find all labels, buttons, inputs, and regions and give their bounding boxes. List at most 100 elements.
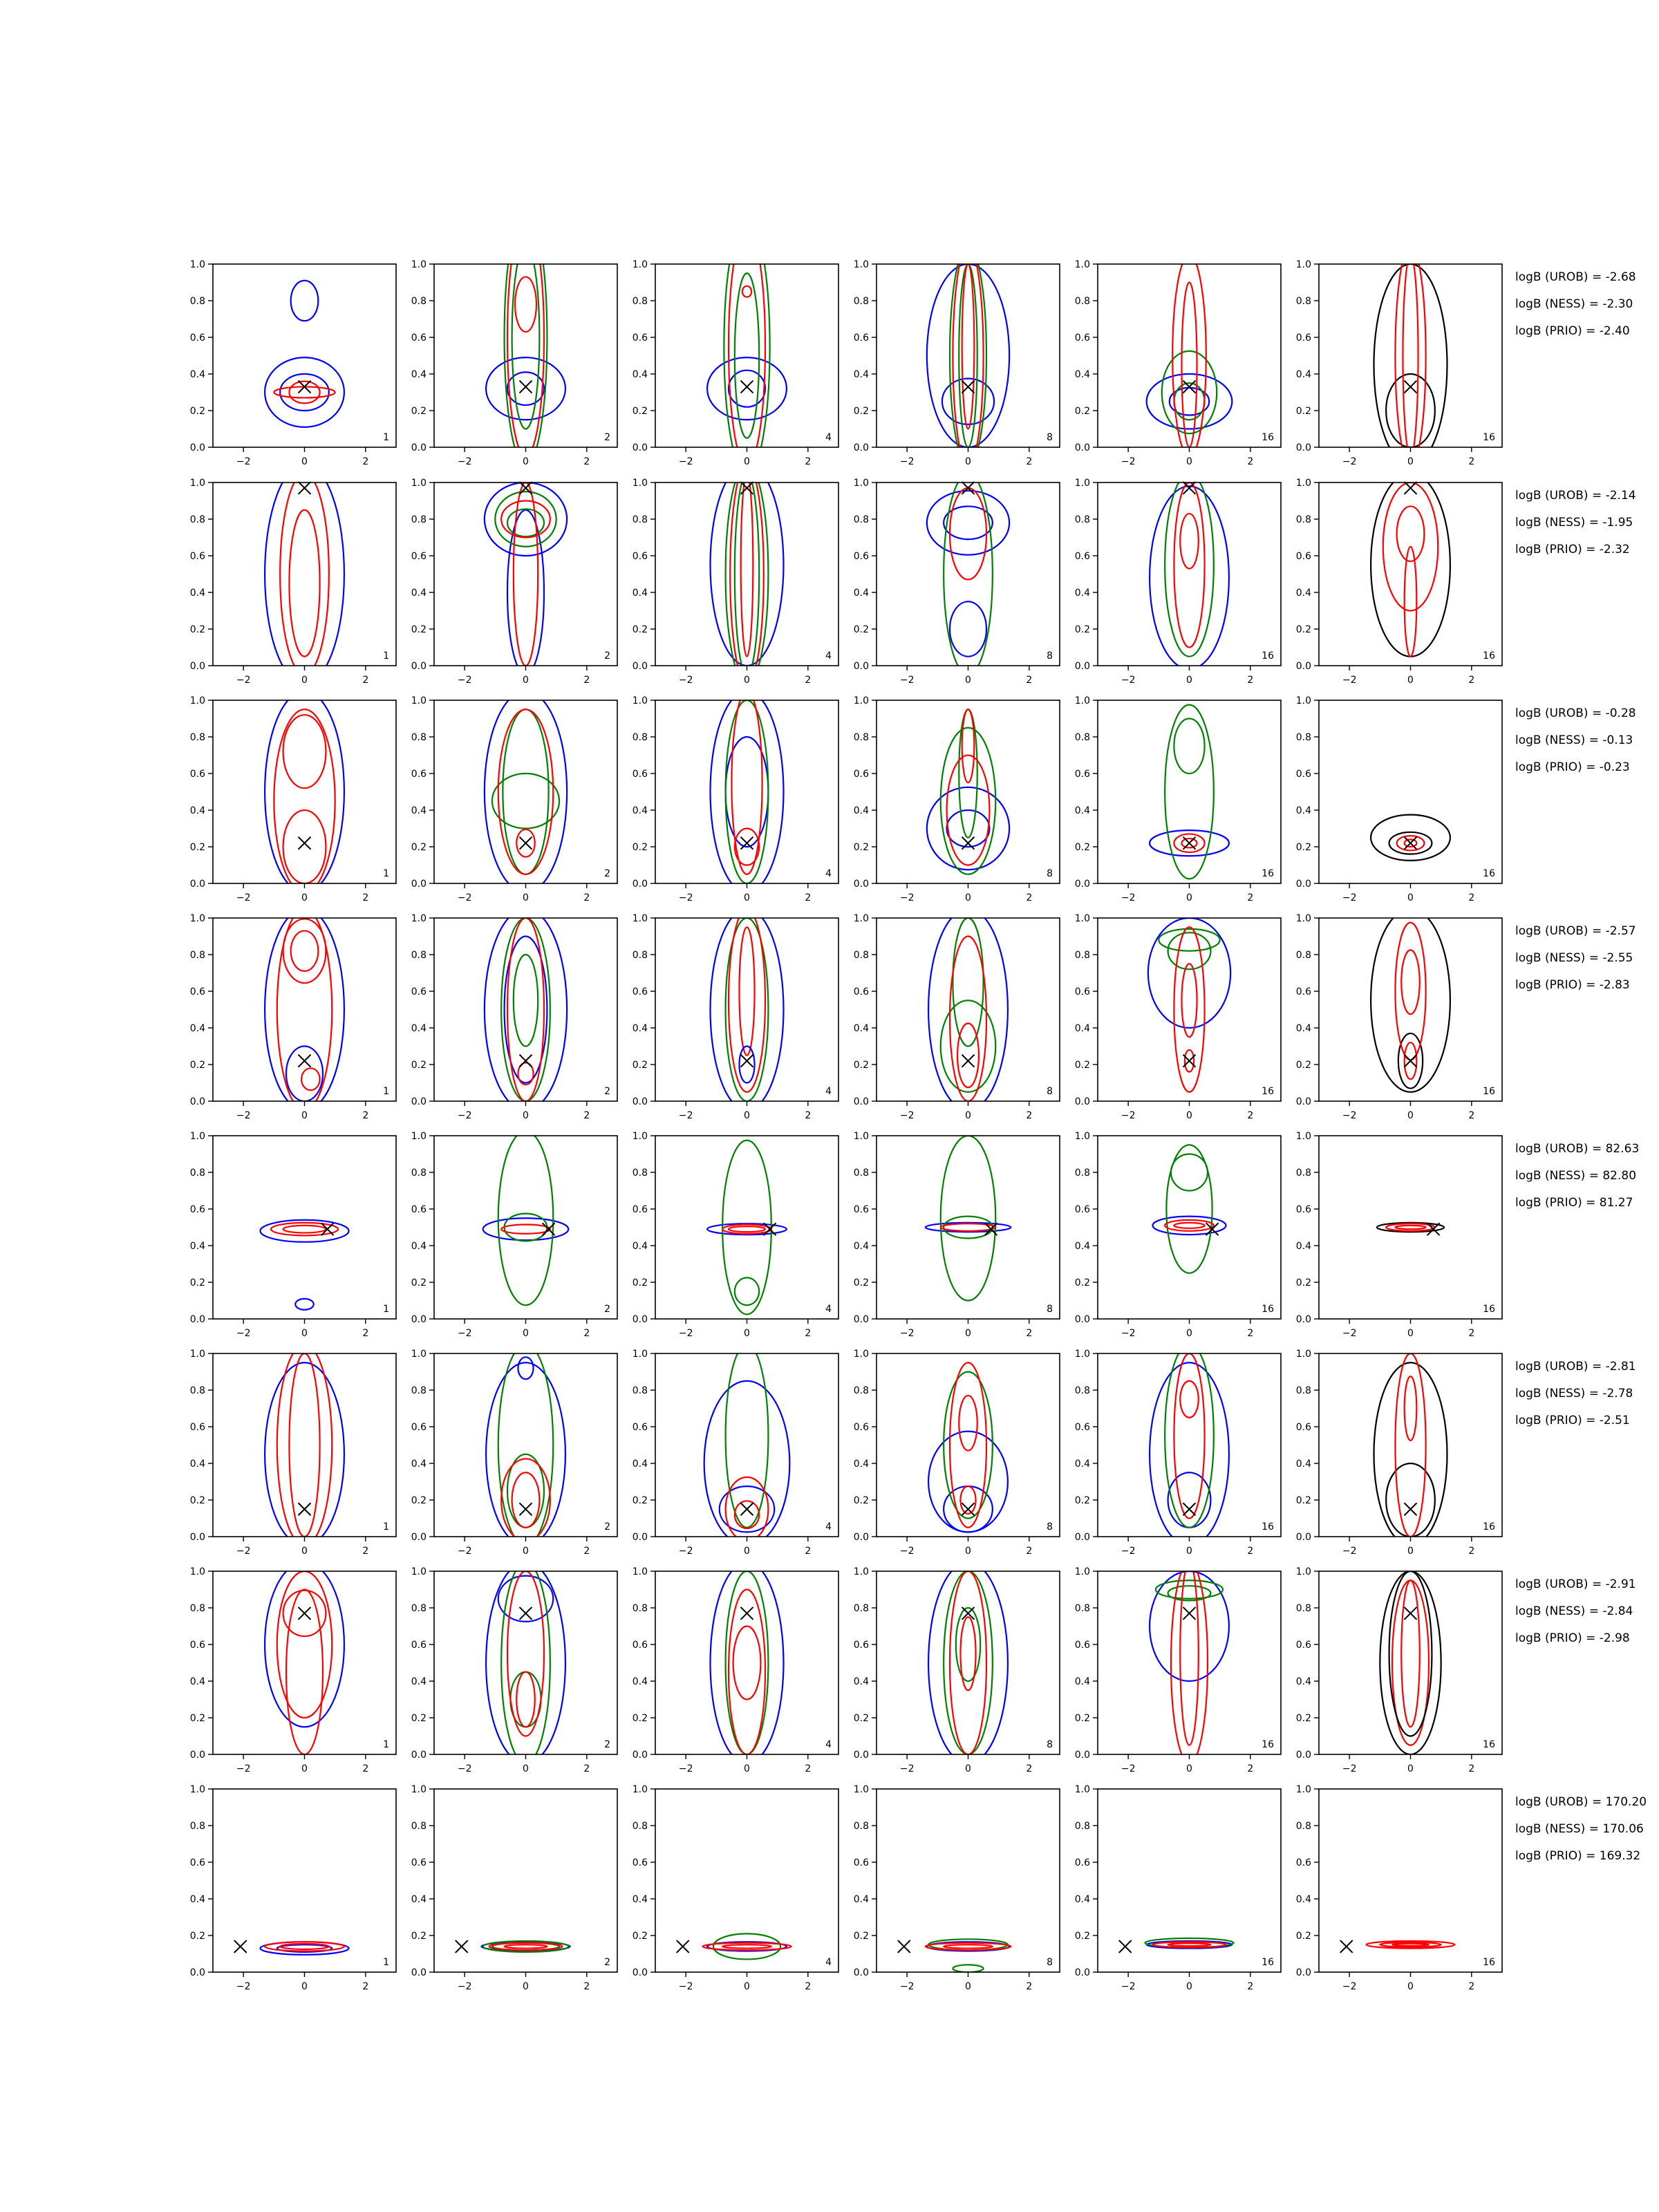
y-tick-label: 0.8 — [632, 1168, 648, 1179]
y-tick-label: 1.0 — [632, 259, 648, 270]
y-tick-label: 1.0 — [854, 478, 869, 489]
y-tick-label: 0.2 — [1075, 624, 1090, 635]
true-value-marker — [455, 1940, 469, 1953]
contour-red-6 — [961, 709, 975, 784]
contour-red-5 — [503, 1944, 548, 1949]
y-tick-label: 0.4 — [1296, 805, 1311, 816]
panel-r2-c4: −2 0 2 0.0 0.2 0.4 0.6 0.8 1.0 8 — [854, 478, 1060, 686]
x-tick-label: 2 — [1468, 1328, 1474, 1339]
y-tick-label: 0.4 — [1075, 1023, 1090, 1034]
x-tick-label: 0 — [1186, 675, 1192, 686]
contour-red-5 — [276, 918, 333, 1101]
contour-blue-2 — [503, 935, 548, 1084]
contour-red-5 — [1173, 1221, 1206, 1229]
contour-green-4 — [512, 953, 539, 1047]
y-tick-label: 0.2 — [411, 842, 427, 853]
true-value-marker — [518, 481, 533, 495]
x-tick-label: 2 — [1026, 1546, 1032, 1557]
y-tick-label: 0.4 — [190, 588, 205, 599]
contour-red-5 — [733, 827, 760, 866]
y-tick-label: 0.4 — [854, 1894, 869, 1905]
bayes-factor-label: logB (UROB) = -2.91 — [1515, 1577, 1636, 1591]
panel-sample-tag: 1 — [383, 650, 389, 662]
y-tick-label: 0.8 — [1075, 514, 1090, 525]
panel-sample-tag: 2 — [604, 1739, 610, 1750]
y-tick-label: 0.2 — [411, 1060, 427, 1071]
y-tick-label: 0.8 — [632, 950, 648, 961]
contour-blue-1 — [928, 918, 1009, 1101]
contour-red-6 — [961, 264, 975, 430]
y-tick-label: 0.2 — [1296, 624, 1311, 635]
y-tick-label: 0.2 — [854, 1495, 869, 1506]
contour-green-3 — [1173, 718, 1206, 775]
y-tick-label: 0.2 — [1075, 842, 1090, 853]
y-tick-label: 0.6 — [411, 1204, 427, 1215]
panel-r2-c3: −2 0 2 0.0 0.2 0.4 0.6 0.8 1.0 4 — [632, 478, 839, 686]
y-tick-label: 1.0 — [190, 913, 205, 924]
contour-red-3 — [1394, 1224, 1427, 1230]
y-tick-label: 0.4 — [190, 1676, 205, 1687]
y-tick-label: 0.8 — [1296, 950, 1311, 961]
panel-r7-c1: −2 0 2 0.0 0.2 0.4 0.6 0.8 1.0 1 — [190, 1566, 397, 1774]
contour-red-4 — [1170, 1571, 1209, 1754]
contour-green-3 — [724, 700, 769, 883]
x-tick-label: −2 — [458, 892, 472, 903]
y-tick-label: 0.2 — [854, 1713, 869, 1724]
contour-blue-2 — [506, 509, 545, 666]
y-tick-label: 0.6 — [1075, 769, 1090, 780]
contour-red-6 — [741, 285, 753, 298]
y-tick-label: 0.2 — [190, 1060, 205, 1071]
y-tick-label: 0.8 — [1075, 1821, 1090, 1832]
x-tick-label: 0 — [744, 1328, 750, 1339]
x-tick-label: −2 — [1342, 675, 1357, 686]
y-tick-label: 0.2 — [1296, 1495, 1311, 1506]
contour-blue-2 — [718, 1485, 776, 1533]
contour-lines — [709, 482, 785, 666]
x-tick-label: −2 — [900, 892, 915, 903]
contour-red-6 — [514, 276, 538, 333]
bayes-factor-label: logB (UROB) = -2.14 — [1515, 489, 1636, 503]
x-tick-label: 2 — [1247, 1328, 1253, 1339]
contour-lines — [926, 482, 1011, 666]
panel-sample-tag: 16 — [1262, 1739, 1274, 1750]
x-tick-label: 2 — [362, 1546, 368, 1557]
x-tick-label: 2 — [805, 892, 811, 903]
bayes-factor-label: logB (NESS) = -2.30 — [1515, 297, 1633, 311]
y-tick-label: 0.2 — [411, 1277, 427, 1288]
contour-blue-1 — [926, 489, 1011, 556]
y-tick-label: 0.0 — [1296, 442, 1311, 453]
panel-sample-tag: 1 — [383, 1086, 389, 1097]
y-tick-label: 1.0 — [632, 695, 648, 706]
contour-red-6 — [300, 1067, 321, 1091]
panel-r1-c1: −2 0 2 0.0 0.2 0.4 0.6 0.8 1.0 1 — [190, 259, 397, 467]
contour-red-3 — [1391, 1942, 1430, 1947]
panel-r8-c2: −2 0 2 0.0 0.2 0.4 0.6 0.8 1.0 2 — [411, 1784, 618, 1992]
y-tick-label: 1.0 — [1075, 913, 1090, 924]
true-value-marker — [320, 1222, 335, 1236]
y-tick-label: 0.0 — [854, 1314, 869, 1325]
contour-blue-2 — [506, 371, 545, 406]
panel-r4-c2: −2 0 2 0.0 0.2 0.4 0.6 0.8 1.0 2 — [411, 913, 618, 1121]
x-tick-label: 0 — [744, 1546, 750, 1557]
contour-red-3 — [1173, 482, 1206, 648]
true-value-marker — [297, 1053, 312, 1068]
y-tick-label: 0.8 — [632, 514, 648, 525]
y-tick-label: 0.2 — [1075, 1495, 1090, 1506]
x-tick-label: 2 — [362, 1110, 368, 1121]
bayes-factor-column: logB (UROB) = -2.68 logB (NESS) = -2.30 lo… — [1515, 270, 1647, 1863]
x-tick-label: −2 — [1342, 892, 1357, 903]
panel-sample-tag: 8 — [1047, 1739, 1053, 1750]
contour-red-4 — [282, 1224, 327, 1234]
x-tick-label: 2 — [1247, 1110, 1253, 1121]
y-tick-label: 0.8 — [1075, 1385, 1090, 1396]
y-tick-label: 1.0 — [411, 1566, 427, 1577]
y-tick-label: 0.4 — [1075, 805, 1090, 816]
panel-r3-c1: −2 0 2 0.0 0.2 0.4 0.6 0.8 1.0 1 — [190, 695, 397, 903]
panel-sample-tag: 1 — [383, 1521, 389, 1533]
true-value-marker — [1403, 1502, 1418, 1516]
x-tick-label: −2 — [900, 1546, 915, 1557]
y-tick-label: 1.0 — [1296, 1131, 1311, 1142]
contour-red-5 — [500, 500, 551, 538]
y-tick-label: 0.0 — [1296, 1750, 1311, 1761]
